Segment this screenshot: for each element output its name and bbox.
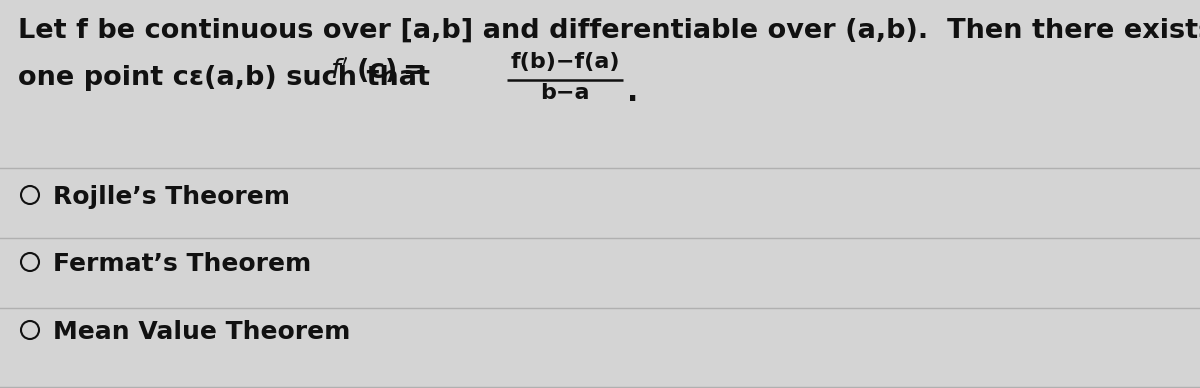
- Text: $\mathbf{\mathit{f}'}$ $\mathbf{(c) =}$: $\mathbf{\mathit{f}'}$ $\mathbf{(c) =}$: [330, 55, 424, 85]
- Text: Let f be continuous over [a,b] and differentiable over (a,b).  Then there exists: Let f be continuous over [a,b] and diffe…: [18, 18, 1200, 44]
- Text: .: .: [628, 78, 638, 107]
- Text: Mean Value Theorem: Mean Value Theorem: [53, 320, 350, 344]
- Text: f(b)−f(a): f(b)−f(a): [510, 52, 619, 72]
- Text: Fermat’s Theorem: Fermat’s Theorem: [53, 252, 311, 276]
- Text: Rojlle’s Theorem: Rojlle’s Theorem: [53, 185, 290, 209]
- Text: one point cε(a,b) such that: one point cε(a,b) such that: [18, 65, 439, 91]
- Text: b−a: b−a: [540, 83, 589, 103]
